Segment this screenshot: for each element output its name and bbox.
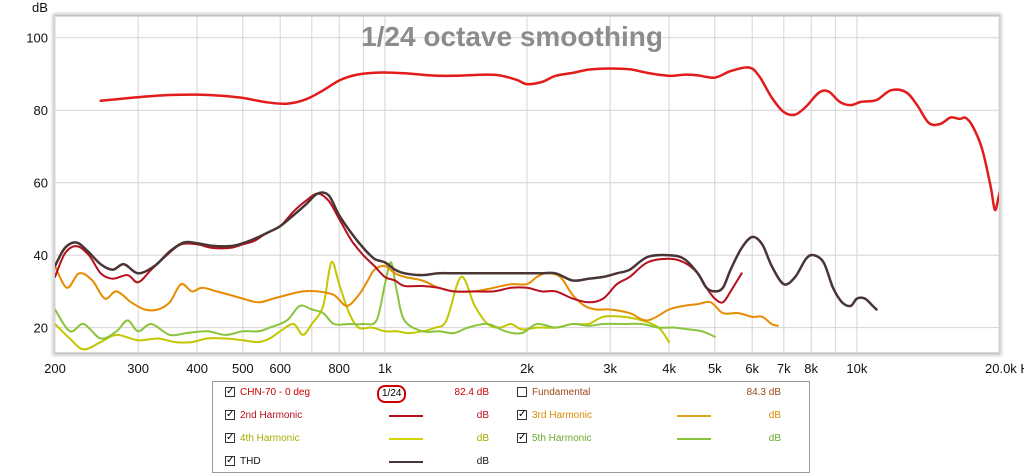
y-tick-label: 80 — [34, 103, 48, 118]
series-line-5th-harmonic — [55, 261, 716, 340]
x-tick-label: 600 — [269, 361, 291, 376]
x-tick-label: 5k — [708, 361, 722, 376]
x-tick-label: 200 — [44, 361, 66, 376]
legend-checkbox-3rd-harmonic[interactable]: ✓ — [517, 409, 527, 420]
smoothing-badge[interactable]: 1/24 — [377, 385, 407, 403]
legend-line-swatch — [677, 415, 711, 417]
legend-item-5th-harmonic: ✓ 5th Harmonic dB — [517, 430, 797, 448]
x-tick-label: 4k — [662, 361, 676, 376]
legend-item-3rd-harmonic: ✓ 3rd Harmonic dB — [517, 407, 797, 425]
legend-name: Fundamental — [532, 387, 591, 398]
legend-item-2nd-harmonic: ✓ 2nd Harmonic dB — [225, 407, 505, 425]
legend-name: THD — [240, 456, 261, 467]
chart-area: 20 40 60 80 100 200 300 400 500 600 800 1k 2k 3k 4k 5k 6… — [26, 0, 1024, 376]
x-tick-label: 500 — [232, 361, 254, 376]
legend-item-thd: ✓ THD dB — [225, 453, 505, 471]
legend-line-swatch — [389, 415, 423, 417]
legend-checkbox-4th-harmonic[interactable]: ✓ — [225, 432, 235, 443]
x-tick-label: 20.0k Hz — [985, 361, 1024, 376]
legend-checkbox-fundamental[interactable] — [517, 387, 527, 397]
legend-checkbox-chn-70-0-deg[interactable]: ✓ — [225, 386, 235, 397]
legend-checkbox-thd[interactable]: ✓ — [225, 455, 235, 466]
series-line-chn-70-0-deg — [99, 66, 999, 212]
legend-item-chn-70-0-deg: ✓ CHN-70 - 0 deg 1/24 82.4 dB — [225, 384, 505, 403]
legend-line-swatch — [389, 461, 423, 463]
series-line-4th-harmonic — [55, 260, 671, 351]
legend-value: dB — [476, 433, 489, 444]
y-axis-label: dB — [32, 0, 48, 15]
series-layer — [55, 66, 999, 351]
x-tick-label: 300 — [127, 361, 149, 376]
x-tick-label: 2k — [520, 361, 534, 376]
grid-lines — [54, 16, 1000, 353]
legend-name: 5th Harmonic — [532, 433, 592, 444]
legend-name: 3rd Harmonic — [532, 410, 593, 421]
chart-title: 1/24 octave smoothing — [361, 21, 663, 52]
y-tick-label: 20 — [34, 321, 48, 336]
x-tick-label: 1k — [378, 361, 392, 376]
x-tick-label: 8k — [804, 361, 818, 376]
legend-item-fundamental: Fundamental 84.3 dB — [517, 384, 797, 402]
legend-name: 2nd Harmonic — [240, 410, 303, 421]
y-tick-label: 100 — [26, 31, 48, 46]
x-tick-label: 6k — [745, 361, 759, 376]
legend: ✓ CHN-70 - 0 deg 1/24 82.4 dB Fundamental 84.… — [212, 381, 810, 473]
legend-name: 4th Harmonic — [240, 433, 300, 444]
legend-line-swatch — [677, 438, 711, 440]
legend-checkbox-5th-harmonic[interactable]: ✓ — [517, 432, 527, 443]
legend-checkbox-2nd-harmonic[interactable]: ✓ — [225, 409, 235, 420]
x-tick-label: 10k — [846, 361, 867, 376]
series-line-thd — [55, 191, 878, 311]
x-tick-label: 3k — [603, 361, 617, 376]
y-tick-label: 60 — [34, 176, 48, 191]
x-tick-label: 400 — [186, 361, 208, 376]
legend-value: dB — [476, 410, 489, 421]
y-tick-label: 40 — [34, 248, 48, 263]
x-tick-label: 7k — [777, 361, 791, 376]
series-line-3rd-harmonic — [55, 264, 779, 327]
x-tick-label: 800 — [328, 361, 350, 376]
legend-value: dB — [476, 456, 489, 467]
legend-value: 84.3 dB — [746, 387, 781, 398]
legend-value: 82.4 dB — [454, 387, 489, 398]
legend-name: CHN-70 - 0 deg — [240, 387, 311, 398]
legend-line-swatch — [389, 438, 423, 440]
axis-labels: 20 40 60 80 100 200 300 400 500 600 800 1k 2k 3k 4k 5k 6… — [26, 31, 1024, 376]
legend-value: dB — [768, 410, 781, 421]
legend-value: dB — [768, 433, 781, 444]
legend-item-4th-harmonic: ✓ 4th Harmonic dB — [225, 430, 505, 448]
